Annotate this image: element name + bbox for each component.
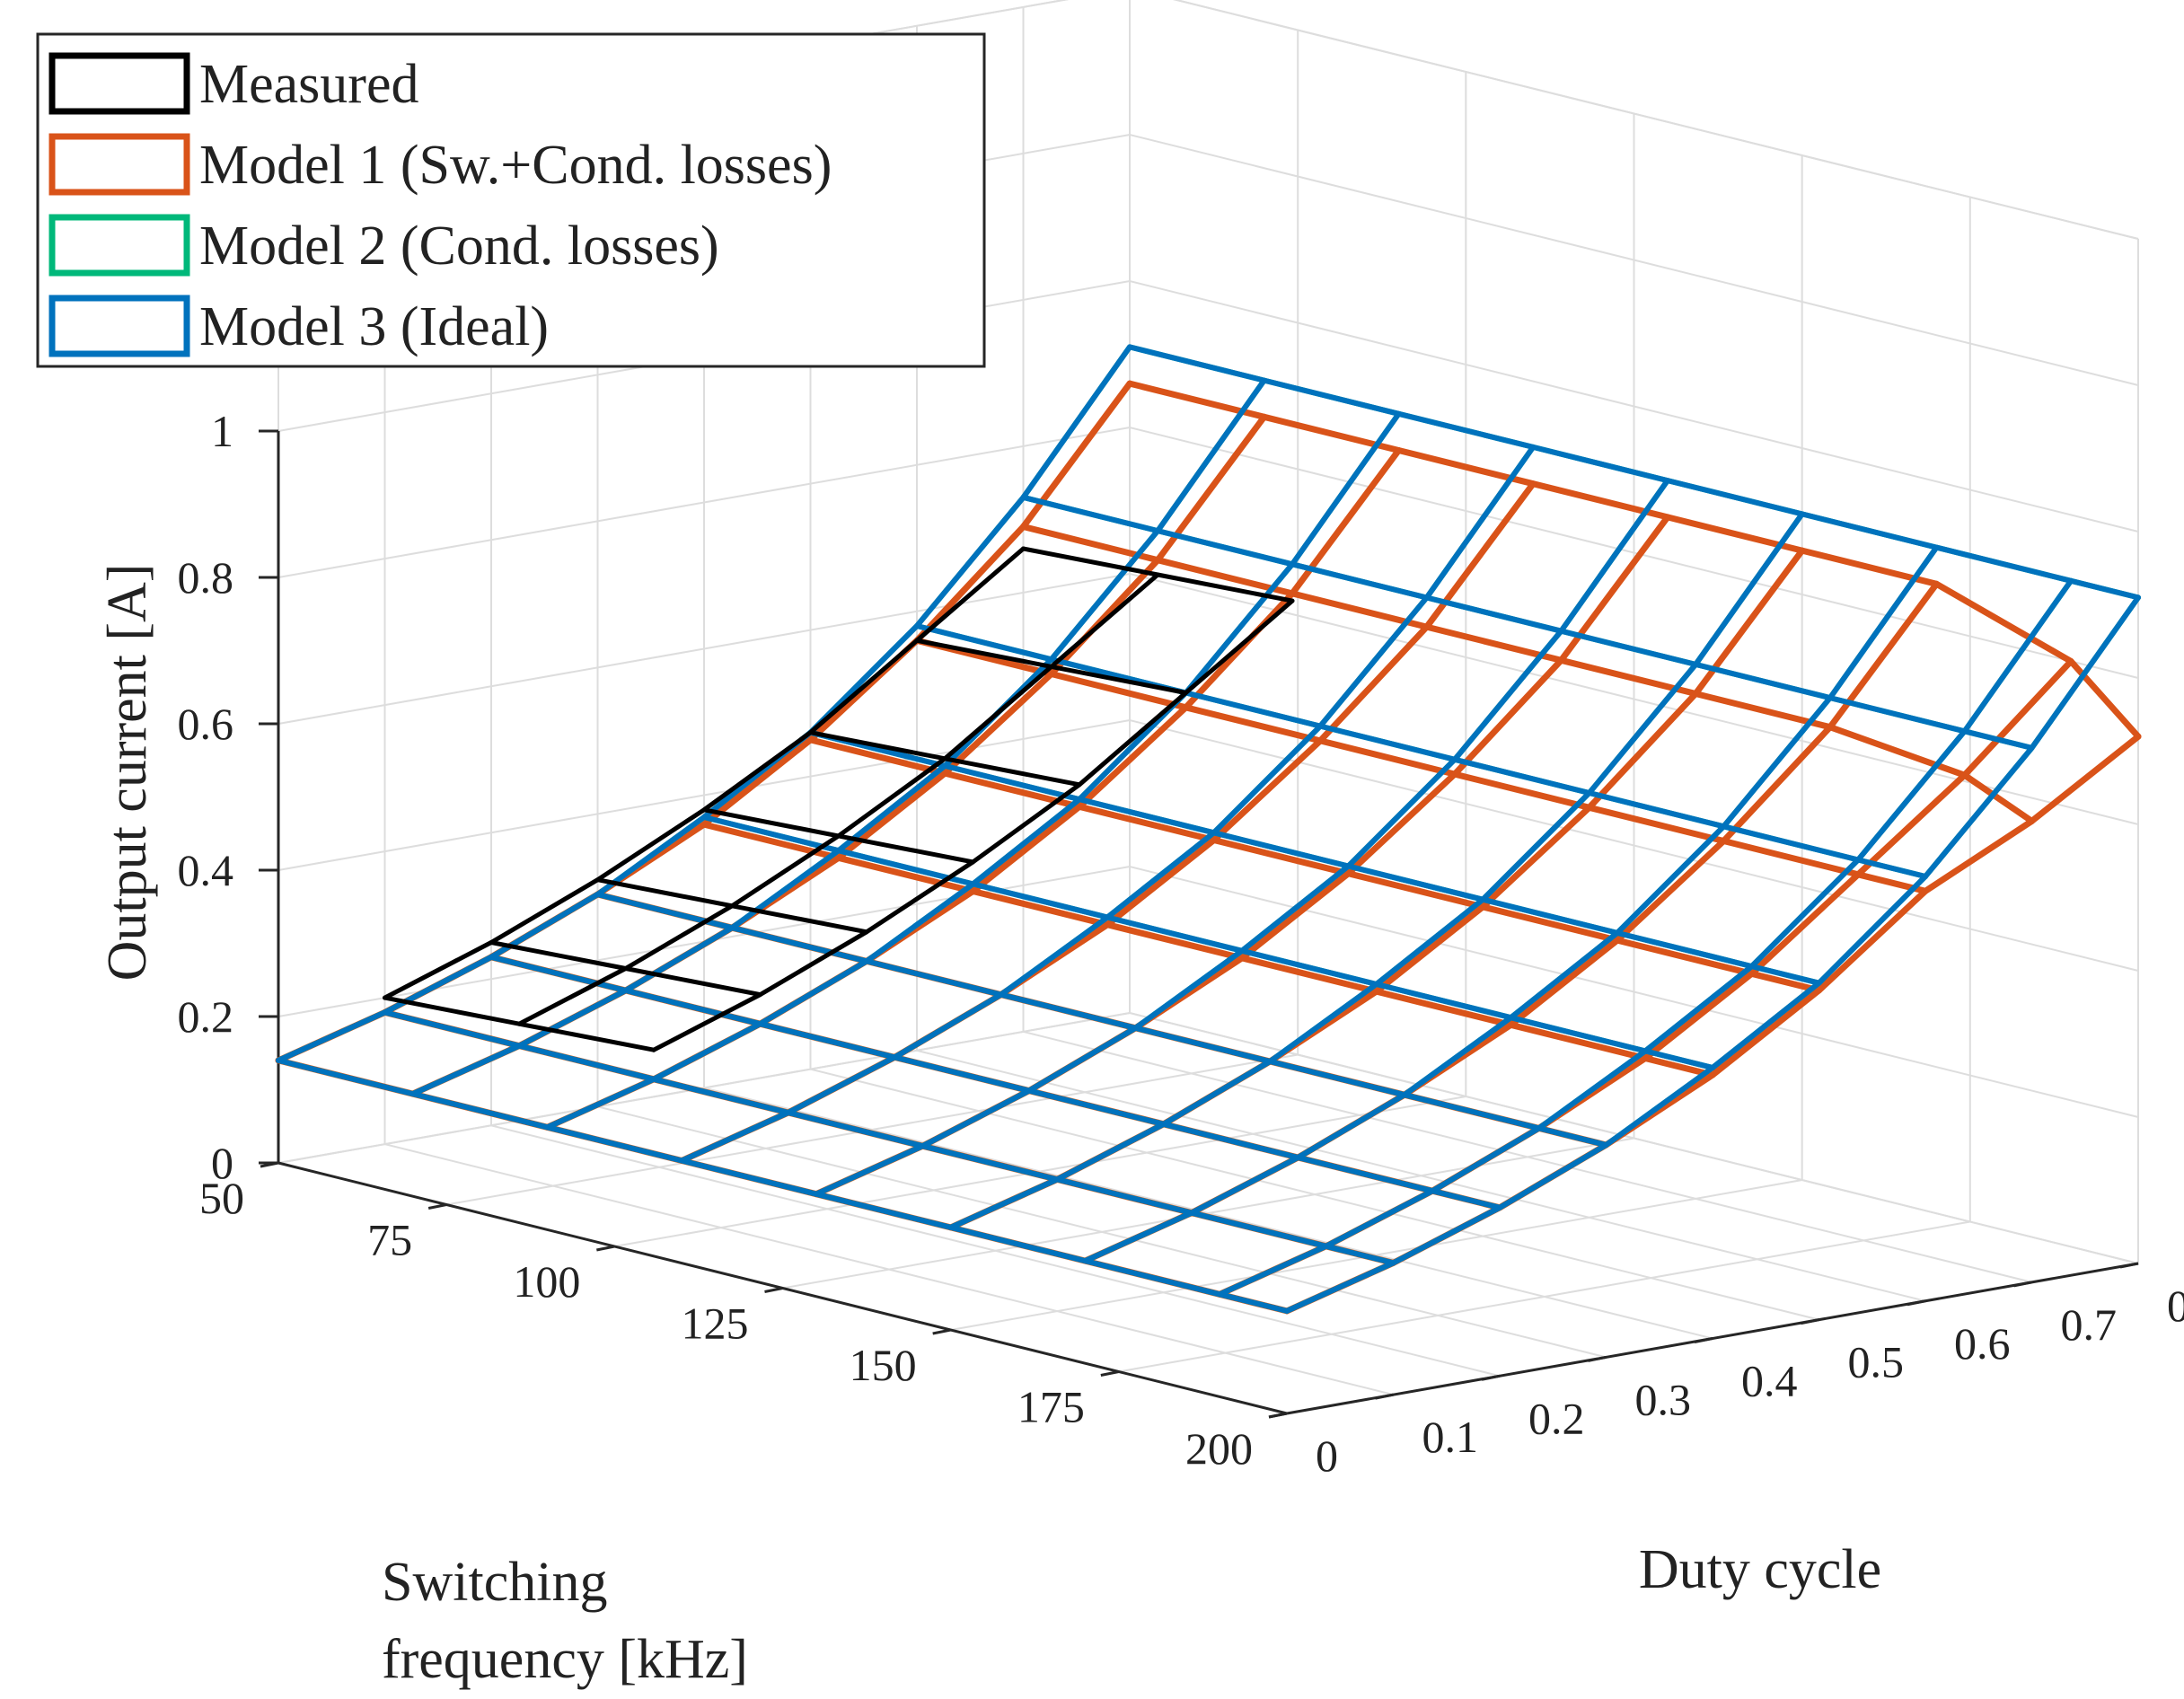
legend: Measured Model 1 (Sw.+Cond. losses) Model … xyxy=(36,32,986,368)
mesh-line-constant-frequency xyxy=(276,344,1132,1063)
duty-tick-mark xyxy=(1268,1412,1288,1419)
duty-tick-label: 0.6 xyxy=(1954,1318,2011,1369)
gridline-duty xyxy=(1022,6,2032,1283)
frequency-tick-label: 100 xyxy=(513,1256,580,1307)
duty-tick-mark xyxy=(1801,1318,1819,1325)
duty-tick-mark xyxy=(2013,1281,2032,1288)
gridline-frequency xyxy=(277,0,1131,1164)
frequency-tick-label: 75 xyxy=(367,1215,412,1265)
legend-label: Measured xyxy=(199,54,418,115)
mesh-line-constant-duty xyxy=(701,814,1715,1070)
legend-swatch xyxy=(48,52,190,115)
mesh-line-constant-frequency xyxy=(544,410,1402,1131)
legend-label: Model 2 (Cond. losses) xyxy=(199,216,719,277)
mesh-line-constant-frequency xyxy=(651,598,1295,1052)
gridline-frequency xyxy=(446,30,1299,1206)
z-axis-title: Output current [A] xyxy=(97,564,158,982)
y-axis-title: Duty cycle xyxy=(1639,1539,1881,1600)
tick-labels: 50 75 100 125 150 175 200 0 0.1 0.2 0.3 0.4 0.5 0.6 0.… xyxy=(178,406,2184,1481)
duty-tick-label: 0.2 xyxy=(1528,1393,1585,1443)
mesh-line-constant-frequency xyxy=(1217,577,2074,1298)
frequency-tick-mark xyxy=(764,1287,783,1293)
legend-label: Model 1 (Sw.+Cond. losses) xyxy=(199,135,832,196)
duty-tick-mark xyxy=(1907,1299,1926,1307)
duty-tick-mark xyxy=(1481,1374,1501,1381)
mesh-layer xyxy=(275,344,2142,1315)
legend-box xyxy=(36,32,986,368)
mesh-model-1-sw-cond-losses xyxy=(275,380,2142,1315)
frequency-tick-label: 200 xyxy=(1185,1423,1253,1474)
frequency-tick-label: 150 xyxy=(850,1340,917,1390)
mesh-line-constant-duty xyxy=(914,623,1928,879)
mesh-line-constant-frequency xyxy=(1284,594,2141,1314)
axes-layer xyxy=(259,429,2139,1419)
current-tick-label: 0.2 xyxy=(178,991,234,1042)
legend-swatch xyxy=(48,295,190,357)
mesh-line-constant-frequency xyxy=(516,572,1160,1026)
duty-tick-mark xyxy=(1588,1355,1607,1362)
duty-tick-label: 0.4 xyxy=(1741,1356,1798,1406)
frequency-tick-mark xyxy=(427,1203,447,1210)
duty-tick-mark xyxy=(1375,1393,1394,1400)
gridline-frequency xyxy=(782,113,1635,1290)
x-axis-title-line-2: frequency [kHz] xyxy=(382,1629,748,1690)
current-tick-label: 0 xyxy=(211,1138,233,1188)
mesh-line-constant-frequency xyxy=(947,511,1805,1230)
mesh-line-constant-duty xyxy=(807,736,1822,994)
gridline-frequency xyxy=(614,72,1467,1247)
mesh-line-constant-frequency xyxy=(813,478,1670,1197)
current-tick-label: 0.8 xyxy=(178,552,234,603)
frequency-tick-mark xyxy=(1100,1370,1120,1377)
duty-tick-label: 0.1 xyxy=(1422,1412,1479,1462)
duty-tick-label: 0.5 xyxy=(1848,1337,1905,1387)
current-tick-label: 1 xyxy=(211,406,233,456)
duty-tick-label: 0.7 xyxy=(2061,1299,2118,1350)
x-axis-title-line-1: Switching xyxy=(382,1552,607,1613)
mesh-measured xyxy=(383,546,1295,1052)
legend-label: Model 3 (Ideal) xyxy=(199,296,549,357)
duty-tick-mark xyxy=(2119,1262,2139,1269)
frequency-tick-label: 125 xyxy=(682,1298,749,1349)
mesh-line-constant-duty xyxy=(382,1009,1396,1266)
current-tick-label: 0.6 xyxy=(178,699,234,749)
legend-swatch xyxy=(48,133,190,196)
gridline-frequency xyxy=(1118,197,1971,1373)
duty-tick-mark xyxy=(1694,1337,1713,1343)
mesh-line-constant-duty xyxy=(276,1057,1290,1314)
mesh-model-3-ideal xyxy=(276,344,2141,1314)
mesh-line-constant-frequency xyxy=(410,377,1267,1097)
mesh-line-constant-frequency xyxy=(679,444,1537,1164)
duty-tick-label: 0.8 xyxy=(2167,1281,2184,1331)
mesh-line-constant-frequency xyxy=(383,546,1026,1000)
mesh-line-constant-duty xyxy=(700,821,1716,1078)
duty-tick-label: 0.3 xyxy=(1635,1374,1692,1424)
frequency-tick-mark xyxy=(596,1245,615,1252)
wall-gridline-z xyxy=(277,426,2139,679)
gridline-frequency xyxy=(950,155,1803,1331)
frequency-tick-mark xyxy=(932,1328,951,1335)
current-tick-label: 0.4 xyxy=(178,845,234,895)
frequency-tick-label: 175 xyxy=(1017,1382,1085,1432)
mesh-line-constant-frequency xyxy=(1082,544,1940,1264)
frequency-tick-label: 50 xyxy=(199,1173,244,1223)
duty-tick-label: 0 xyxy=(1316,1431,1338,1481)
legend-swatch xyxy=(48,214,190,277)
